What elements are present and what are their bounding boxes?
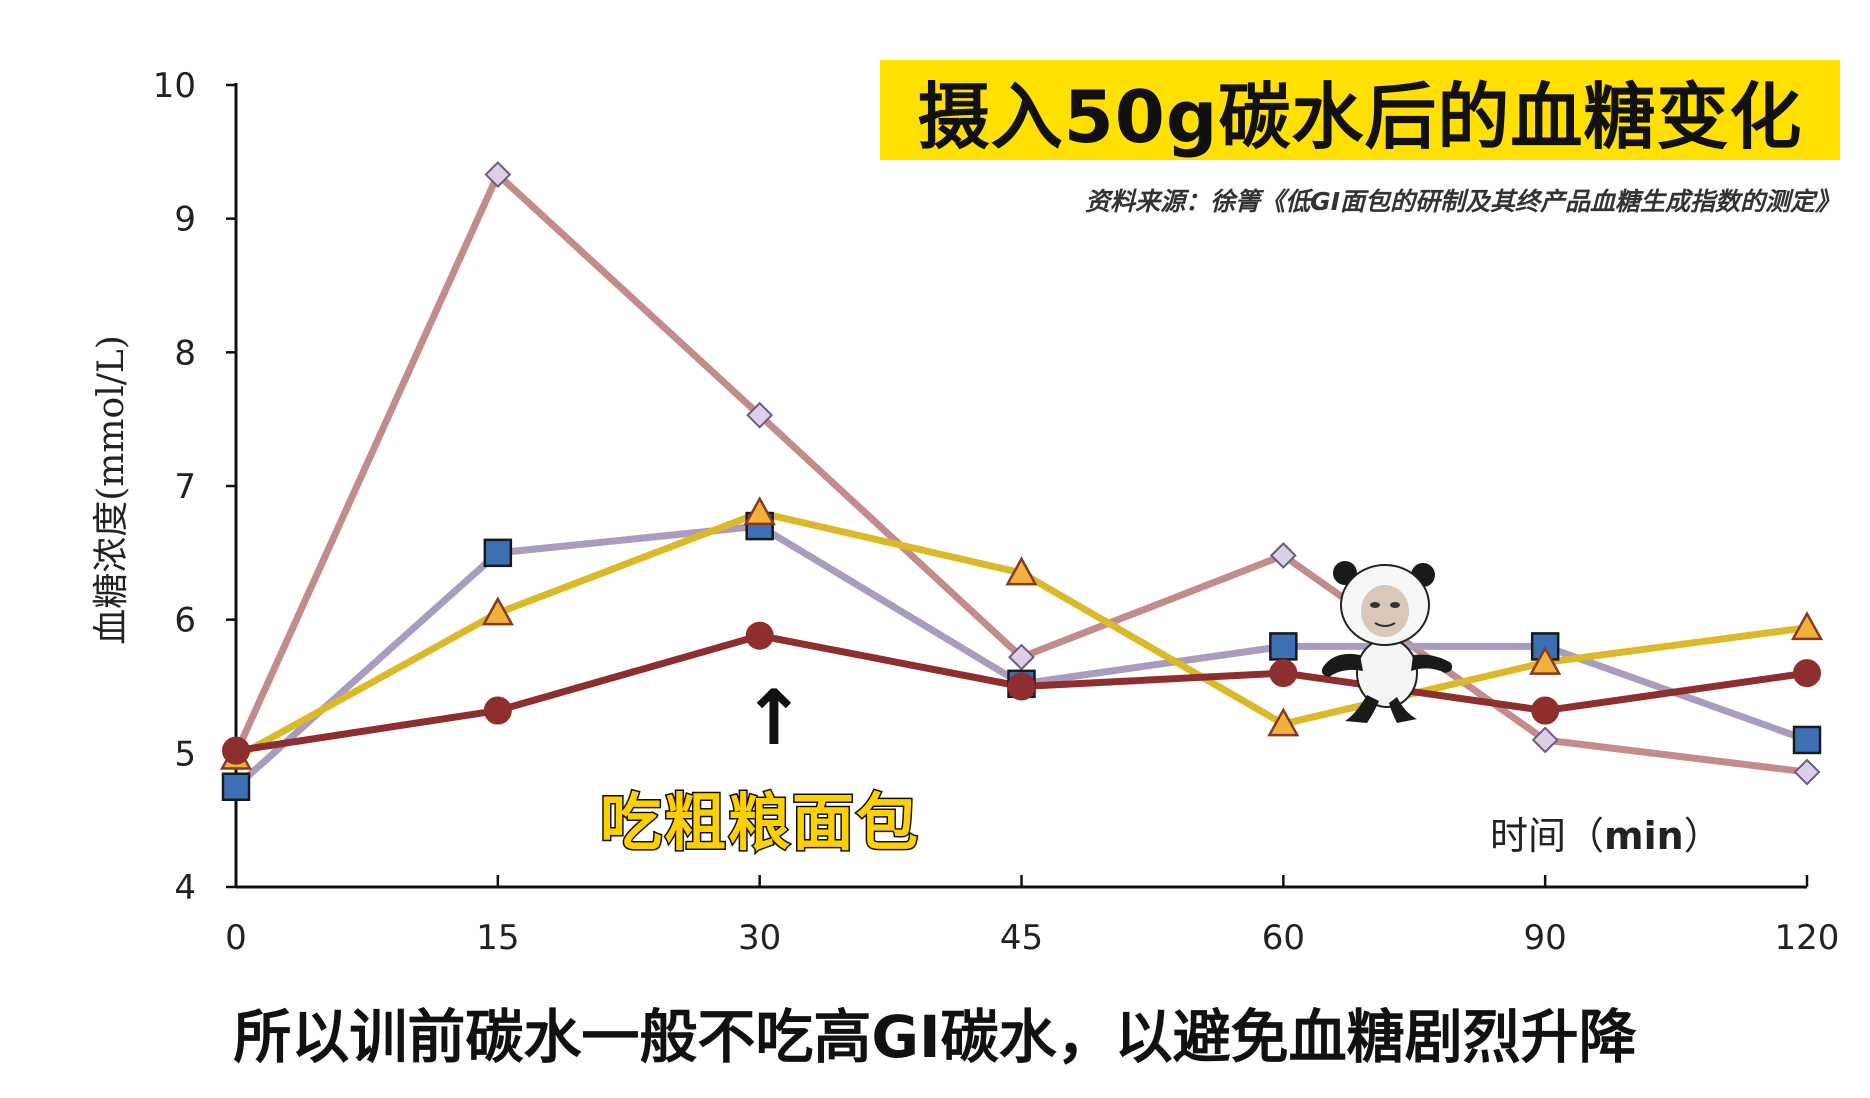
data-point-s1 (1531, 726, 1559, 754)
panda-meme-icon (1321, 561, 1453, 723)
y-tick-label: 6 (174, 601, 196, 641)
data-point-s1 (1269, 542, 1297, 569)
x-axis-label-close: ） (1683, 814, 1722, 858)
x-tick-label: 45 (1000, 918, 1043, 958)
x-tick-label: 0 (225, 918, 247, 958)
data-point-s1 (1793, 758, 1821, 786)
y-tick-label: 7 (174, 467, 196, 507)
data-point-s4 (1793, 659, 1821, 688)
data-point-s2 (1792, 725, 1822, 755)
annotation-label: 吃粗粮面包 (598, 785, 921, 861)
up-arrow-icon: ↑ (742, 673, 806, 762)
data-point-s1 (1008, 643, 1035, 671)
chart-title: 摄入50g碳水后的血糖变化 (917, 74, 1803, 159)
data-point-s2 (1269, 632, 1298, 661)
data-point-s3 (1005, 556, 1038, 586)
title-banner: 摄入50g碳水后的血糖变化 (880, 60, 1840, 160)
data-point-s3 (1529, 645, 1562, 675)
data-point-s2 (221, 772, 251, 801)
data-point-s1 (746, 401, 774, 429)
y-tick-label: 4 (174, 868, 196, 908)
data-point-s3 (1267, 707, 1300, 737)
y-tick-label: 5 (174, 734, 196, 774)
caption-subtitle: 所以训前碳水一般不吃高GI碳水，以避免血糖剧烈升降 (233, 1003, 1637, 1071)
data-point-s3 (743, 496, 776, 526)
y-axis-label: 血糖浓度(mmol/L) (91, 335, 132, 645)
data-point-s4 (1007, 672, 1036, 701)
data-point-s4 (222, 736, 250, 765)
source-citation: 资料来源：徐箐《低GI面包的研制及其终产品血糖生成指数的测定》 (1085, 187, 1840, 216)
x-tick-label: 120 (1775, 918, 1840, 958)
data-point-s4 (1531, 696, 1560, 725)
data-point-s3 (481, 596, 514, 626)
y-tick-label: 8 (174, 333, 196, 373)
series-line-3 (232, 509, 1811, 761)
data-point-s3 (1790, 611, 1824, 641)
x-tick-label: 15 (476, 918, 519, 958)
x-tick-label: 60 (1262, 918, 1305, 958)
data-point-s4 (745, 621, 774, 650)
x-axis-label-text: 时间（ (1490, 814, 1605, 858)
data-point-s1 (484, 161, 512, 188)
y-tick-label: 10 (153, 66, 196, 106)
data-point-s4 (1269, 659, 1298, 688)
x-tick-label: 30 (738, 918, 781, 958)
x-tick-label: 90 (1524, 918, 1567, 958)
data-point-s4 (483, 696, 512, 725)
x-axis-unit: min (1604, 814, 1684, 858)
data-point-s2 (483, 538, 513, 568)
x-axis-label: 时间（min） (1490, 805, 1722, 860)
y-tick-label: 9 (174, 200, 196, 240)
